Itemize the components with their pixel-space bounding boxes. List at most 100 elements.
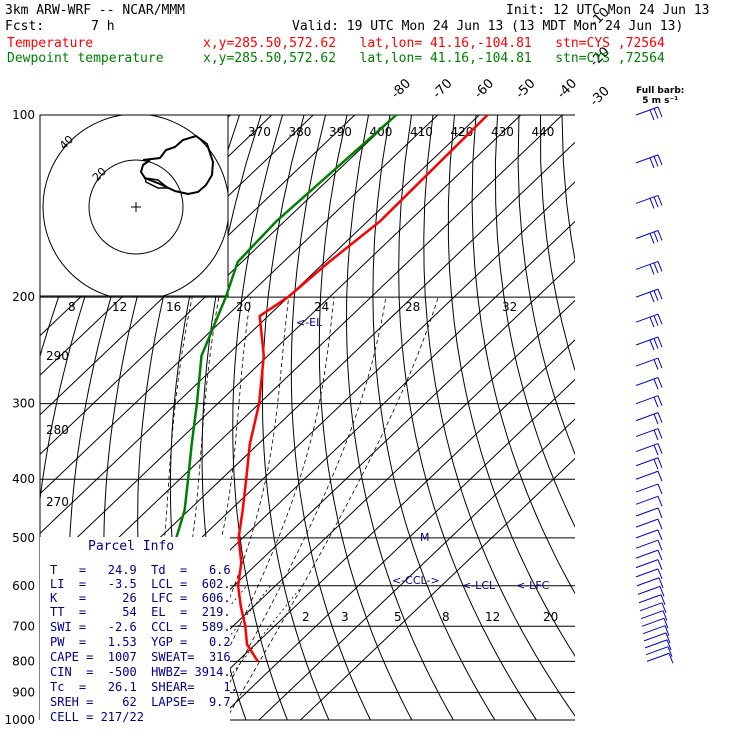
wind-barb <box>644 639 672 651</box>
temperature-legend: Temperature <box>7 36 94 51</box>
parcel-row: T = 24.9 Td = 6.6 <box>50 563 231 577</box>
pressure-label: 900 <box>12 685 35 699</box>
dry-adiabat <box>398 115 537 720</box>
wind-barb <box>642 625 670 636</box>
wind-barb-flag <box>657 357 663 369</box>
dry-adiabat <box>494 115 575 528</box>
ring-label: 28 <box>405 300 420 314</box>
pressure-label: 1000 <box>4 713 35 727</box>
mixing-ratio-label: 12 <box>485 610 500 624</box>
wind-barb-shaft <box>640 610 664 620</box>
wind-barb-shaft <box>635 457 659 467</box>
wind-barb-flag <box>649 264 655 275</box>
dry-adiabat <box>517 115 575 456</box>
wind-barb-flag <box>657 568 663 580</box>
pressure-label: 700 <box>12 619 35 633</box>
dewpoint-legend: Dewpoint temperature <box>7 51 164 66</box>
hodograph-ring-outer <box>42 115 228 296</box>
wind-barb <box>635 313 663 328</box>
parcel-row: K = 26 LFC = 606. <box>50 591 231 605</box>
wind-barb-flag <box>664 625 670 636</box>
wind-barb <box>635 457 663 470</box>
wind-barb <box>635 443 663 456</box>
wind-barb-flag <box>649 157 655 169</box>
wind-barb-flag <box>657 336 663 348</box>
wind-barb <box>635 549 663 561</box>
wind-barb-shaft <box>635 529 659 539</box>
hodograph-ring-inner <box>88 159 184 255</box>
wind-barb <box>640 610 668 621</box>
wind-barb-shaft <box>642 625 666 635</box>
wind-barb-flag <box>668 653 674 664</box>
wind-barb-flag <box>657 529 663 541</box>
wind-barb <box>635 154 663 169</box>
parcel-row: LI = -3.5 LCL = 602. <box>50 577 231 591</box>
wind-barb-shaft <box>635 377 659 387</box>
dry-adiabat-label: 270 <box>46 495 69 509</box>
temperature-profile <box>236 114 489 663</box>
parcel-row: Tc = 26.1 SHEAR= 1. <box>50 680 238 694</box>
isotherm <box>134 299 575 720</box>
pressure-label: 400 <box>12 472 35 486</box>
mixing-ratio-line <box>195 585 303 720</box>
wind-barb-flag <box>653 315 659 326</box>
dry-adiabat-label: 280 <box>46 423 69 437</box>
isotherm-label: -70 <box>430 76 456 102</box>
wind-barb-flag <box>661 602 667 614</box>
isotherm-label: -60 <box>471 76 497 102</box>
dry-adiabat <box>584 115 740 720</box>
dry-adiabat <box>447 115 575 657</box>
parcel-row: TT = 54 EL = 219. <box>50 605 231 619</box>
ring-label: 16 <box>166 300 181 314</box>
parcel-row: SREH = 62 LAPSE= 9.7 <box>50 695 231 709</box>
dry-adiabat-label: 290 <box>46 349 69 363</box>
wind-barb-flag <box>649 198 655 209</box>
barb-legend: Full barb: 5 m s⁻¹ <box>636 86 684 106</box>
parcel-row: CIN = -500 HWBZ= 3914. <box>50 665 231 679</box>
wind-barb-shaft <box>635 443 659 453</box>
sounding-annotation: <-EL <box>296 316 323 329</box>
isotherm-label: -40 <box>554 76 580 102</box>
isotherm-label: -80 <box>388 76 414 102</box>
wind-barb-shaft <box>635 518 659 528</box>
wind-barb-shaft <box>635 559 659 569</box>
parcel-row: CAPE = 1007 SWEAT= 316 <box>50 650 231 664</box>
pressure-label: 800 <box>12 654 35 668</box>
wind-barb-shaft <box>645 646 669 656</box>
barb-legend-line1: Full barb: <box>636 86 685 96</box>
wind-barb-flag <box>657 496 663 507</box>
wind-barb-flag <box>653 413 659 425</box>
wind-barb-flag <box>657 559 663 570</box>
dry-adiabat <box>290 115 371 720</box>
wind-barb <box>635 518 663 530</box>
wind-barb-shaft <box>635 428 659 438</box>
wind-barb-flag <box>653 444 659 456</box>
wind-barb-shaft <box>635 507 659 517</box>
wind-barb-flag <box>657 230 663 241</box>
mixing-ratio-label: 20 <box>543 610 558 624</box>
wind-barb-flag <box>649 109 655 121</box>
sounding-annotation: <-LCL <box>462 579 496 592</box>
dry-adiabat <box>423 115 575 717</box>
wind-barb <box>645 646 673 657</box>
dry-adiabat <box>372 115 496 720</box>
wind-barb-shaft <box>635 313 659 323</box>
dry-adiabat <box>471 115 575 595</box>
wind-barb <box>635 470 663 482</box>
dry-adiabat <box>540 115 575 372</box>
wind-barb <box>635 336 663 351</box>
wind-barb-flag <box>657 539 663 551</box>
dry-adiabat <box>232 115 288 720</box>
isotherm <box>40 115 356 416</box>
parcel-info-box: Parcel Info T = 24.9 Td = 6.6 LI = -3.5 … <box>40 537 238 727</box>
sounding-annotation: M <box>420 531 430 544</box>
wind-barb-shaft <box>635 568 659 578</box>
pressure-label: 100 <box>12 108 35 122</box>
wind-barb-flag <box>659 586 665 597</box>
wind-barb <box>635 539 663 551</box>
wind-barb-shaft <box>635 288 659 298</box>
wind-barb-shaft <box>635 154 659 164</box>
ring-label: 12 <box>112 300 127 314</box>
wind-barb-flag <box>658 577 664 588</box>
